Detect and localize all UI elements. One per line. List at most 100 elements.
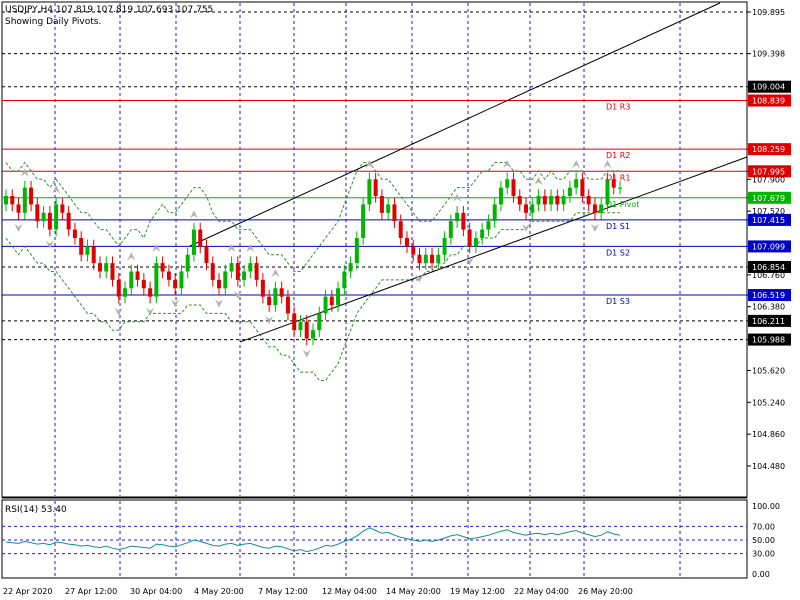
candle-body <box>160 263 165 272</box>
time-axis: 22 Apr 2020 27 Apr 12:00 30 Apr 04:00 4 May… <box>3 587 633 596</box>
rsi-chart-frame <box>1 499 748 579</box>
time-tick-label: 30 Apr 04:00 <box>130 587 182 596</box>
grid <box>54 3 681 577</box>
price-tick-label: 104.860 <box>752 430 785 439</box>
candle-body <box>417 254 422 264</box>
rsi-line <box>5 527 621 553</box>
candle-body <box>41 212 46 222</box>
candle-body <box>185 254 190 272</box>
candle-body <box>367 179 372 205</box>
candle-body <box>517 196 522 205</box>
candle-body <box>148 288 153 297</box>
candle-body <box>524 204 529 213</box>
fractal-down-marker <box>171 299 180 308</box>
upper-band <box>5 161 620 272</box>
candle-body <box>35 204 40 222</box>
candle-body <box>10 196 15 205</box>
price-tick-label: 108.839 <box>752 97 785 106</box>
candle-body <box>574 179 579 188</box>
price-label-box <box>748 333 791 346</box>
price-tick-label: 105.620 <box>752 366 785 375</box>
fractal-up-marker <box>365 160 374 169</box>
pivot-label: D1 R3 <box>606 103 630 112</box>
price-tick-label: 107.099 <box>752 242 785 251</box>
fractal-up-marker <box>271 269 280 278</box>
price-label-box <box>748 260 791 273</box>
price-label-box <box>748 314 791 327</box>
candle-body <box>348 263 353 272</box>
candle-body <box>110 263 115 280</box>
candle-body <box>317 313 322 331</box>
candle-body <box>229 263 234 272</box>
price-tick-label: 107.995 <box>752 167 785 176</box>
candle-body <box>618 187 622 189</box>
fractal-down-marker <box>233 290 242 299</box>
candle-body <box>442 237 447 255</box>
candle-body <box>599 204 604 213</box>
candle-body <box>404 237 409 247</box>
price-label-box <box>748 240 791 253</box>
candle-body <box>285 296 290 314</box>
time-tick-label: 19 May 12:00 <box>450 587 505 596</box>
main-chart-frame <box>1 1 748 498</box>
pivot-labels: D1 R3 D1 R2 D1 R1 D1 Pivot D1 S1 D1 S2 D1 S3 <box>606 103 639 307</box>
candle-body <box>473 237 478 247</box>
candle-body <box>592 204 597 213</box>
candle-body <box>398 221 403 238</box>
fractal-up-marker <box>453 193 462 202</box>
candle-body <box>430 254 435 264</box>
time-tick-label: 27 Apr 12:00 <box>65 587 117 596</box>
rsi-tick-label: 0.00 <box>752 570 770 579</box>
price-tick-label: 107.679 <box>752 194 785 203</box>
candle-body <box>154 263 159 297</box>
candle-body <box>16 204 21 213</box>
fractal-up-marker <box>603 160 612 169</box>
price-tick-label: 107.415 <box>752 216 785 225</box>
fractal-up-marker <box>52 185 61 194</box>
fractal-up-marker <box>189 210 198 219</box>
candle-body <box>4 196 8 205</box>
fractal-down-marker <box>302 349 311 358</box>
candle-body <box>97 263 102 272</box>
candle-body <box>455 212 460 222</box>
time-tick-label: 12 May 04:00 <box>322 587 377 596</box>
candle-body <box>555 196 560 205</box>
candle-body <box>273 288 278 306</box>
candle-body <box>329 296 334 306</box>
candle-body <box>323 296 328 314</box>
time-tick-label: 4 May 20:00 <box>194 587 244 596</box>
candle-body <box>611 179 616 188</box>
fractal-down-marker <box>114 307 123 316</box>
candle-body <box>47 212 52 230</box>
lower-band <box>5 212 620 381</box>
rsi-panel: 100.00 70.00 50.00 30.00 0.00 <box>2 502 780 579</box>
candle-body <box>336 288 341 306</box>
candle-body <box>91 246 96 264</box>
candle-body <box>580 179 585 197</box>
fractal-up-marker <box>572 160 581 169</box>
candle-body <box>279 288 284 297</box>
candle-body <box>66 212 71 230</box>
candle-body <box>298 321 303 331</box>
candle-body <box>511 179 516 197</box>
candle-body <box>54 204 59 230</box>
price-tick-label: 105.988 <box>752 336 785 345</box>
rsi-tick-label: 100.00 <box>752 502 780 511</box>
rsi-label: RSI(14) 53.40 <box>5 505 67 515</box>
candle-body <box>605 179 610 205</box>
price-tick-label: 105.240 <box>752 398 785 407</box>
pivot-label: D1 R1 <box>606 173 630 182</box>
candle-body <box>267 296 272 306</box>
price-tick-label: 107.900 <box>752 175 785 184</box>
pivot-label: D1 S2 <box>606 248 630 257</box>
candle-body <box>373 179 378 197</box>
candle-body <box>248 263 253 272</box>
candle-body <box>85 246 90 255</box>
rsi-tick-label: 70.00 <box>752 522 775 531</box>
fractal-up-marker <box>246 244 255 253</box>
price-label-box <box>748 191 791 204</box>
candle-body <box>223 271 228 289</box>
price-label-box <box>748 165 791 178</box>
price-label-box <box>748 94 791 107</box>
candle-body <box>123 288 128 297</box>
